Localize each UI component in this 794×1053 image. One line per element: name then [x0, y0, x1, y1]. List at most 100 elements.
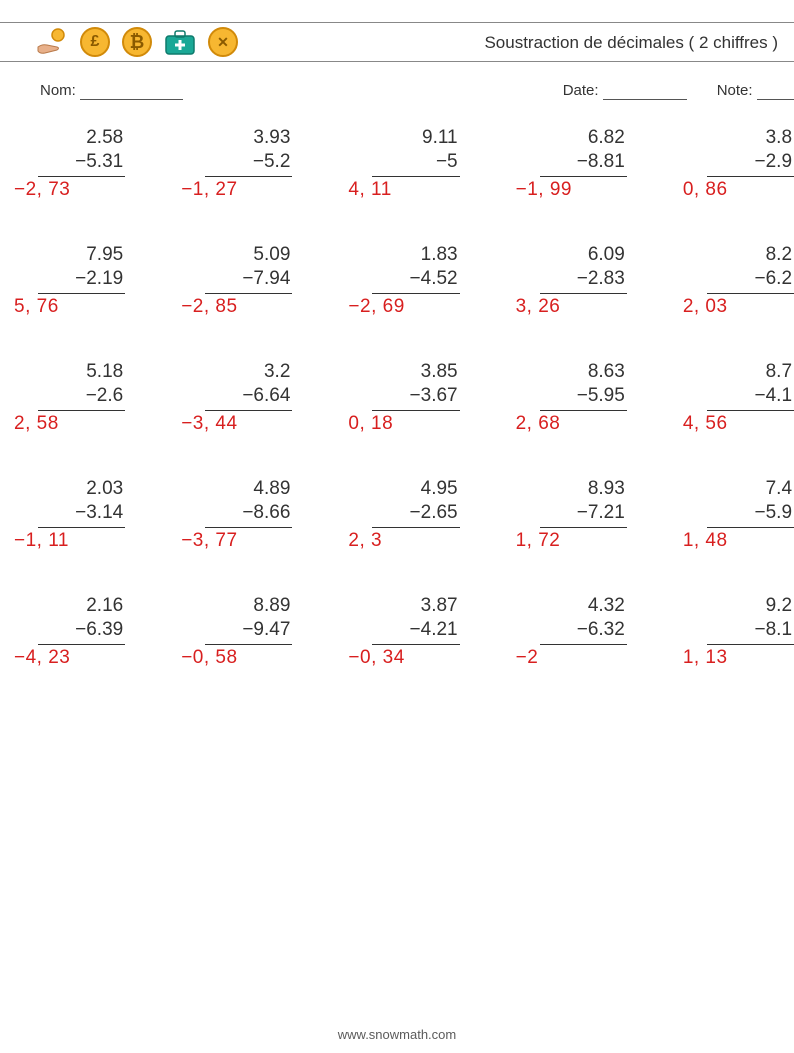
minuend: 7.95 — [38, 243, 125, 267]
problem: 2.16 −6.39 −4, 23 — [38, 594, 125, 669]
answer: −4, 23 — [14, 645, 125, 669]
minuend: 5.18 — [38, 360, 125, 384]
header-bar: £ ₿ ✕ Soustraction de décimales ( 2 chif… — [0, 22, 794, 62]
subtrahend: −4.21 — [372, 618, 459, 645]
problem: 8.63 −5.95 2, 68 — [540, 360, 627, 435]
subtrahend: −3.67 — [372, 384, 459, 411]
minuend: 2.16 — [38, 594, 125, 618]
subtrahend: −2.6 — [38, 384, 125, 411]
answer: 1, 72 — [516, 528, 627, 552]
answer: −1, 27 — [181, 177, 292, 201]
problem: 4.89 −8.66 −3, 77 — [205, 477, 292, 552]
subtrahend: −6.2 — [707, 267, 794, 294]
problem: 3.87 −4.21 −0, 34 — [372, 594, 459, 669]
minuend: 8.7 — [707, 360, 794, 384]
subtrahend: −2.9 — [707, 150, 794, 177]
footer-url: www.snowmath.com — [0, 1027, 794, 1042]
subtrahend: −2.83 — [540, 267, 627, 294]
problem: 3.85 −3.67 0, 18 — [372, 360, 459, 435]
problem: 4.95 −2.65 2, 3 — [372, 477, 459, 552]
answer: −1, 99 — [516, 177, 627, 201]
problem-grid: 2.58 −5.31 −2, 73 3.93 −5.2 −1, 27 9.11 … — [0, 126, 794, 669]
minuend: 8.2 — [707, 243, 794, 267]
problem: 3.93 −5.2 −1, 27 — [205, 126, 292, 201]
minuend: 6.09 — [540, 243, 627, 267]
answer: 0, 86 — [683, 177, 794, 201]
problem-row: 2.16 −6.39 −4, 23 8.89 −9.47 −0, 58 3.87… — [38, 594, 794, 669]
name-blank[interactable] — [80, 82, 183, 100]
answer: −3, 77 — [181, 528, 292, 552]
minuend: 2.58 — [38, 126, 125, 150]
subtrahend: −5.2 — [205, 150, 292, 177]
problem: 8.93 −7.21 1, 72 — [540, 477, 627, 552]
answer: −1, 11 — [14, 528, 125, 552]
problem: 8.89 −9.47 −0, 58 — [205, 594, 292, 669]
minuend: 9.2 — [707, 594, 794, 618]
minuend: 3.87 — [372, 594, 459, 618]
answer: −2, 85 — [181, 294, 292, 318]
problem: 5.09 −7.94 −2, 85 — [205, 243, 292, 318]
minuend: 7.4 — [707, 477, 794, 501]
problem: 2.03 −3.14 −1, 11 — [38, 477, 125, 552]
answer: −0, 58 — [181, 645, 292, 669]
subtrahend: −5.31 — [38, 150, 125, 177]
problem-row: 5.18 −2.6 2, 58 3.2 −6.64 −3, 44 3.85 −3… — [38, 360, 794, 435]
minuend: 3.93 — [205, 126, 292, 150]
problem: 3.2 −6.64 −3, 44 — [205, 360, 292, 435]
note-blank[interactable] — [757, 82, 794, 100]
ripple-coin-icon: ✕ — [208, 27, 238, 57]
minuend: 4.89 — [205, 477, 292, 501]
minuend: 3.85 — [372, 360, 459, 384]
minuend: 3.8 — [707, 126, 794, 150]
problem-row: 7.95 −2.19 5, 76 5.09 −7.94 −2, 85 1.83 … — [38, 243, 794, 318]
name-label: Nom: — [40, 82, 76, 100]
subtrahend: −7.94 — [205, 267, 292, 294]
answer: 4, 56 — [683, 411, 794, 435]
minuend: 2.03 — [38, 477, 125, 501]
problem: 2.58 −5.31 −2, 73 — [38, 126, 125, 201]
minuend: 1.83 — [372, 243, 459, 267]
subtrahend: −4.52 — [372, 267, 459, 294]
answer: 2, 58 — [14, 411, 125, 435]
date-label: Date: — [563, 82, 599, 100]
subtrahend: −8.81 — [540, 150, 627, 177]
minuend: 6.82 — [540, 126, 627, 150]
minuend: 3.2 — [205, 360, 292, 384]
worksheet-title: Soustraction de décimales ( 2 chiffres ) — [484, 23, 778, 63]
subtrahend: −5.9 — [707, 501, 794, 528]
problem: 4.32 −6.32 −2 — [540, 594, 627, 669]
subtrahend: −8.1 — [707, 618, 794, 645]
subtrahend: −6.39 — [38, 618, 125, 645]
minuend: 5.09 — [205, 243, 292, 267]
answer: −2, 73 — [14, 177, 125, 201]
answer: 4, 11 — [348, 177, 459, 201]
hand-coin-icon — [36, 27, 70, 57]
minuend: 8.93 — [540, 477, 627, 501]
note-label: Note: — [717, 82, 753, 100]
problem: 9.11 −5 4, 11 — [372, 126, 459, 201]
pound-coin-icon: £ — [80, 27, 110, 57]
answer: 0, 18 — [348, 411, 459, 435]
minuend: 9.11 — [372, 126, 459, 150]
subtrahend: −5.95 — [540, 384, 627, 411]
problem: 7.4 −5.9 1, 48 — [707, 477, 794, 552]
minuend: 8.63 — [540, 360, 627, 384]
subtrahend: −7.21 — [540, 501, 627, 528]
problem: 9.2 −8.1 1, 13 — [707, 594, 794, 669]
subtrahend: −2.65 — [372, 501, 459, 528]
minuend: 8.89 — [205, 594, 292, 618]
minuend: 4.32 — [540, 594, 627, 618]
subtrahend: −2.19 — [38, 267, 125, 294]
answer: −3, 44 — [181, 411, 292, 435]
answer: −0, 34 — [348, 645, 459, 669]
answer: 3, 26 — [516, 294, 627, 318]
answer: 1, 48 — [683, 528, 794, 552]
subtrahend: −6.64 — [205, 384, 292, 411]
answer: −2 — [516, 645, 627, 669]
date-blank[interactable] — [603, 82, 687, 100]
problem: 5.18 −2.6 2, 58 — [38, 360, 125, 435]
problem: 7.95 −2.19 5, 76 — [38, 243, 125, 318]
problem-row: 2.03 −3.14 −1, 11 4.89 −8.66 −3, 77 4.95… — [38, 477, 794, 552]
problem: 8.7 −4.1 4, 56 — [707, 360, 794, 435]
answer: 2, 03 — [683, 294, 794, 318]
